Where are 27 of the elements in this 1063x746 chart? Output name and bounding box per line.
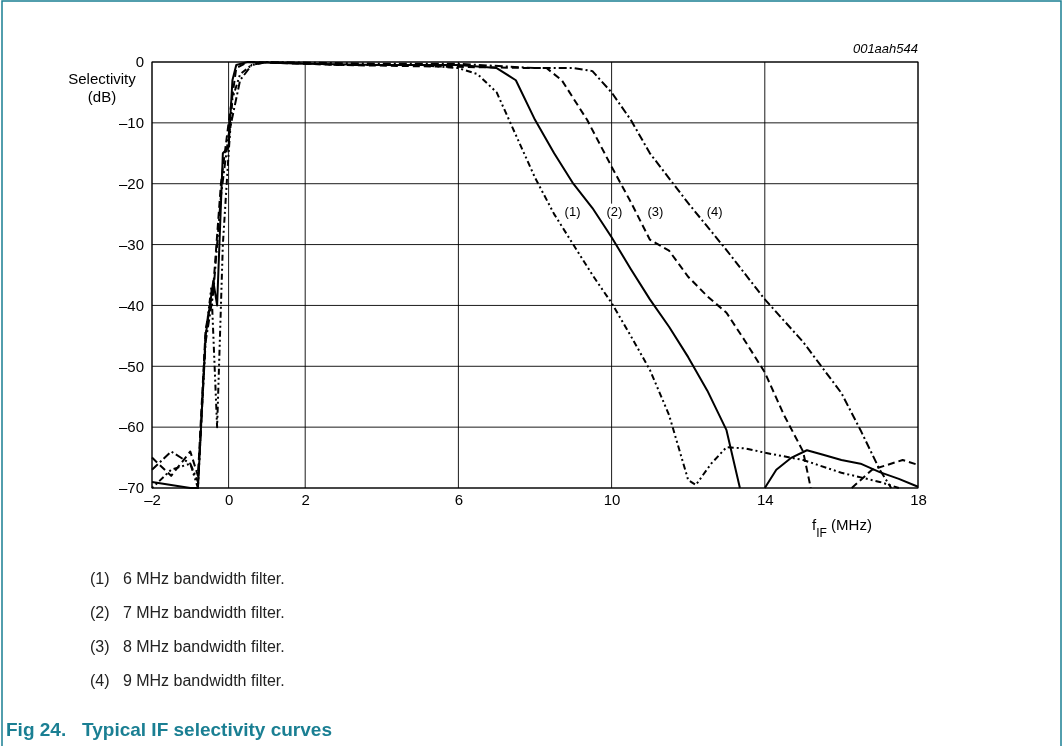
x-tick-label: 14 xyxy=(756,490,774,508)
series-label: (3) xyxy=(647,203,664,219)
y-tick-label: –50 xyxy=(118,357,144,375)
y-tick-label: –40 xyxy=(118,296,144,314)
text: 001aah544 xyxy=(852,41,918,56)
y-tick-label: –60 xyxy=(118,418,144,436)
y-tick-label: –70 xyxy=(118,479,144,497)
x-tick-label: 10 xyxy=(603,490,621,508)
x-axis-title: f$_{IF}$ (MHz) xyxy=(812,516,872,540)
x-tick-label: 2 xyxy=(301,490,310,508)
text: Fig 24. Typical IF selectivity curves xyxy=(6,719,332,740)
text: (2) 7 MHz bandwidth filter. xyxy=(90,604,285,621)
y-tick-label: –10 xyxy=(118,114,144,132)
series-label: (2) xyxy=(606,203,623,219)
text: (3) 8 MHz bandwidth filter. xyxy=(90,638,285,655)
y-tick-label: 0 xyxy=(135,53,144,71)
x-tick-label: 18 xyxy=(910,490,927,508)
y-axis-title: Selectivity (dB) xyxy=(68,70,137,105)
text: (1) 6 MHz bandwidth filter. xyxy=(90,570,285,587)
x-tick-label: 6 xyxy=(454,490,464,508)
x-tick-label: –2 xyxy=(144,490,161,508)
x-tick-label: 0 xyxy=(224,490,234,508)
series-label: (4) xyxy=(706,203,723,219)
y-tick-label: –20 xyxy=(118,175,144,193)
text: (4) 9 MHz bandwidth filter. xyxy=(90,672,285,689)
series-label: (1) xyxy=(564,203,581,219)
y-tick-label: –30 xyxy=(118,235,144,253)
